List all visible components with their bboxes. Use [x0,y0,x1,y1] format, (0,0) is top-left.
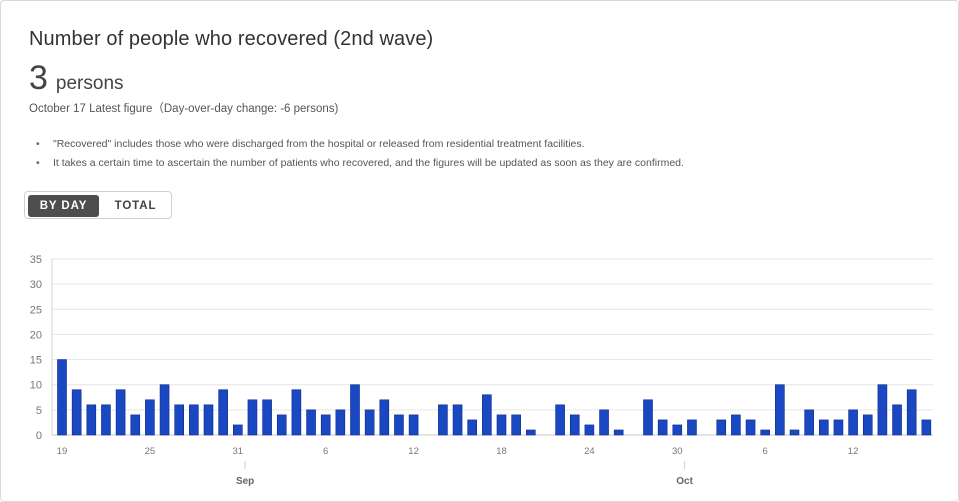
x-tick-label: 31 [233,446,244,457]
x-tick-label: 12 [848,446,859,457]
bar [569,414,580,436]
bar [467,419,478,436]
x-tick-label: 24 [584,446,595,457]
bar [862,414,873,436]
bar [672,424,683,436]
bar [906,389,917,436]
bar [745,419,756,436]
y-tick-label: 15 [30,355,42,367]
note-item: "Recovered" includes those who were disc… [36,137,684,156]
bar [335,409,346,436]
bar [276,414,287,436]
bar [877,384,888,436]
bar [496,414,507,436]
bar [818,419,829,436]
bar [320,414,331,436]
latest-value: 3 persons [29,59,124,98]
bar [438,404,448,436]
bar [921,419,932,436]
bar [804,409,814,436]
y-tick-label: 25 [30,304,42,316]
bar [86,404,97,436]
y-tick-label: 0 [36,430,42,442]
latest-date-note: October 17 Latest figure（Day-over-day ch… [29,103,339,115]
x-tick-label: 30 [672,446,683,457]
bar [57,359,67,436]
bar [613,429,624,436]
notes-list: "Recovered" includes those who were disc… [36,137,684,175]
x-tick-label: 19 [57,446,68,457]
bar [350,384,360,436]
x-tick-label: 12 [408,446,419,457]
total-button[interactable]: TOTAL [103,195,168,217]
bar [379,399,390,436]
bar [218,389,228,436]
x-tick-label: 6 [763,446,768,457]
bar [291,389,302,436]
bar [233,424,243,436]
bar [71,389,82,436]
bar [101,404,111,436]
bar [130,414,141,436]
month-label: Oct [676,476,693,487]
bar [599,409,609,436]
bar [760,429,771,436]
bar [394,414,404,436]
bar [525,429,536,436]
bar [306,409,316,436]
y-tick-label: 10 [30,380,42,392]
latest-value-unit: persons [55,73,124,94]
bar [511,414,521,436]
bar [775,384,785,436]
bar [408,414,419,436]
y-tick-label: 20 [30,329,42,341]
bar [247,399,258,436]
bar [657,419,668,436]
bar [159,384,170,436]
x-tick-label: 18 [496,446,507,457]
bar [555,404,565,436]
bar [789,429,800,436]
bar [716,419,727,436]
bar [848,409,858,436]
bar [584,424,595,436]
by-day-button[interactable]: BY DAY [28,195,99,217]
y-tick-label: 5 [36,405,42,417]
bar [731,414,741,436]
bar [452,404,463,436]
y-tick-label: 35 [30,254,42,266]
note-item: It takes a certain time to ascertain the… [36,156,684,175]
bar [643,399,653,436]
bar [364,409,375,436]
month-label: Sep [236,476,254,487]
bar [482,394,492,436]
bar [145,399,155,436]
bar [262,399,272,436]
card-title: Number of people who recovered (2nd wave… [29,28,434,50]
bar [833,419,844,436]
x-tick-label: 25 [145,446,156,457]
bar [687,419,697,436]
bar [892,404,902,436]
y-tick-label: 30 [30,279,42,291]
latest-value-number: 3 [29,59,48,97]
bar [115,389,126,436]
x-tick-label: 6 [323,446,328,457]
bar [189,404,199,436]
bar [174,404,184,436]
view-toggle: BY DAY TOTAL [24,191,172,219]
bar [203,404,214,436]
